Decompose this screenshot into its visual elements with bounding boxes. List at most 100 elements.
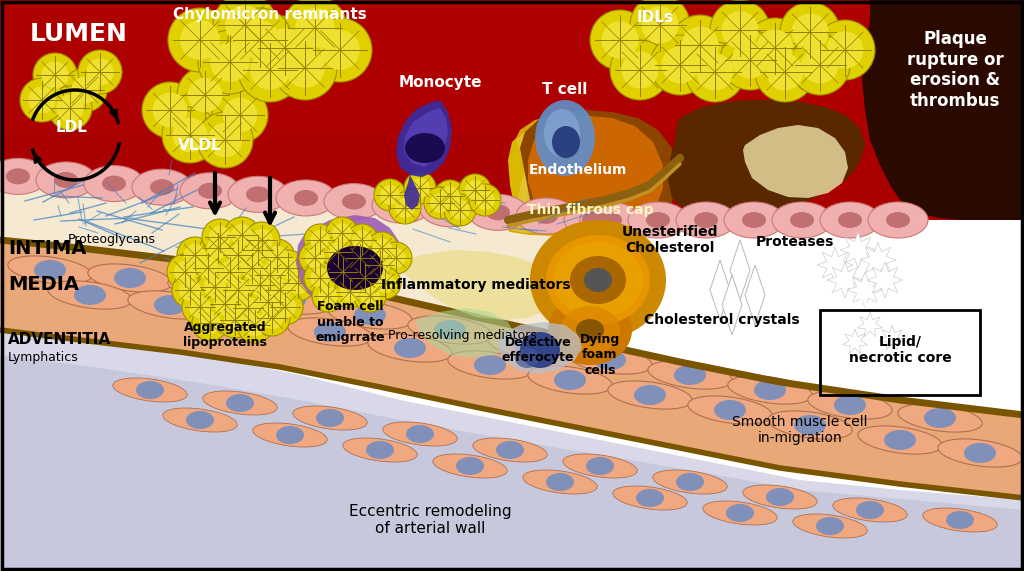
Ellipse shape (433, 454, 507, 478)
Ellipse shape (451, 200, 470, 220)
Ellipse shape (266, 246, 288, 268)
Polygon shape (395, 250, 558, 320)
Ellipse shape (364, 249, 396, 281)
Ellipse shape (253, 16, 317, 80)
Ellipse shape (228, 8, 292, 72)
Ellipse shape (63, 68, 106, 112)
Ellipse shape (224, 309, 246, 331)
Ellipse shape (332, 223, 352, 243)
Ellipse shape (724, 202, 784, 238)
Text: IDLs: IDLs (637, 10, 674, 26)
Ellipse shape (197, 257, 219, 279)
Ellipse shape (820, 202, 880, 238)
Ellipse shape (194, 278, 226, 298)
Polygon shape (0, 0, 1024, 220)
Ellipse shape (404, 172, 436, 204)
Polygon shape (415, 308, 515, 358)
Polygon shape (296, 215, 402, 308)
Ellipse shape (742, 485, 817, 509)
Ellipse shape (938, 439, 1022, 467)
Ellipse shape (250, 284, 286, 320)
Text: Defective
efferocyte: Defective efferocyte (502, 336, 574, 364)
Ellipse shape (36, 162, 96, 198)
Text: Proteoglycans: Proteoglycans (68, 234, 156, 247)
Ellipse shape (227, 244, 249, 266)
Ellipse shape (456, 457, 484, 475)
Ellipse shape (234, 308, 266, 328)
Ellipse shape (230, 290, 266, 326)
Ellipse shape (310, 268, 330, 288)
Polygon shape (396, 100, 452, 177)
Text: Foam cell
unable to
emigrrate: Foam cell unable to emigrrate (315, 300, 385, 344)
Ellipse shape (344, 242, 376, 274)
Ellipse shape (438, 201, 462, 217)
Ellipse shape (173, 118, 207, 152)
Ellipse shape (187, 78, 222, 112)
Ellipse shape (249, 274, 271, 296)
Ellipse shape (242, 267, 278, 303)
Text: MEDIA: MEDIA (8, 275, 79, 295)
Ellipse shape (252, 257, 288, 293)
Ellipse shape (434, 180, 466, 212)
Ellipse shape (898, 404, 982, 432)
Text: Lymphatics: Lymphatics (8, 352, 79, 364)
Ellipse shape (237, 307, 273, 343)
Text: Plaque
rupture or
erosion &
thrombus: Plaque rupture or erosion & thrombus (906, 30, 1004, 110)
Ellipse shape (262, 272, 298, 308)
Ellipse shape (179, 279, 201, 301)
Ellipse shape (653, 470, 727, 494)
Ellipse shape (349, 262, 381, 294)
Ellipse shape (316, 409, 344, 427)
Text: Calcification: Calcification (825, 299, 911, 312)
Ellipse shape (327, 246, 383, 290)
Polygon shape (880, 325, 904, 349)
Polygon shape (817, 247, 853, 283)
Ellipse shape (802, 46, 839, 83)
Polygon shape (857, 312, 883, 337)
Ellipse shape (447, 351, 532, 379)
Ellipse shape (172, 272, 208, 308)
Ellipse shape (207, 286, 243, 322)
Ellipse shape (163, 408, 238, 432)
Ellipse shape (244, 222, 280, 258)
Ellipse shape (833, 498, 907, 522)
Text: Unesterified
Cholesterol: Unesterified Cholesterol (622, 225, 718, 255)
Ellipse shape (745, 18, 805, 78)
Ellipse shape (240, 232, 276, 268)
Ellipse shape (186, 411, 214, 429)
Ellipse shape (269, 279, 291, 301)
Ellipse shape (834, 395, 866, 415)
Ellipse shape (276, 426, 304, 444)
Ellipse shape (516, 198, 575, 234)
Text: Smooth muscle cell
in-migration: Smooth muscle cell in-migration (732, 415, 867, 445)
Ellipse shape (838, 212, 862, 228)
Ellipse shape (793, 514, 867, 538)
Ellipse shape (410, 178, 430, 198)
Ellipse shape (475, 190, 495, 210)
Ellipse shape (208, 304, 292, 332)
Ellipse shape (86, 58, 114, 86)
Ellipse shape (154, 295, 186, 315)
Ellipse shape (237, 297, 259, 319)
Ellipse shape (648, 361, 732, 389)
Ellipse shape (250, 50, 290, 90)
Ellipse shape (220, 272, 256, 308)
Ellipse shape (33, 53, 77, 97)
Ellipse shape (468, 194, 528, 230)
Ellipse shape (440, 186, 460, 206)
Ellipse shape (444, 194, 476, 226)
Text: Aggregated
lipoproteins: Aggregated lipoproteins (183, 321, 267, 349)
Ellipse shape (406, 425, 434, 443)
Ellipse shape (360, 286, 380, 306)
Ellipse shape (790, 35, 850, 95)
Ellipse shape (662, 46, 698, 83)
Ellipse shape (253, 423, 328, 447)
Ellipse shape (676, 473, 705, 491)
Ellipse shape (222, 98, 257, 132)
Ellipse shape (582, 211, 606, 228)
Ellipse shape (676, 202, 736, 238)
Ellipse shape (274, 290, 306, 310)
Ellipse shape (0, 158, 48, 194)
Ellipse shape (964, 443, 996, 463)
Ellipse shape (113, 378, 187, 402)
